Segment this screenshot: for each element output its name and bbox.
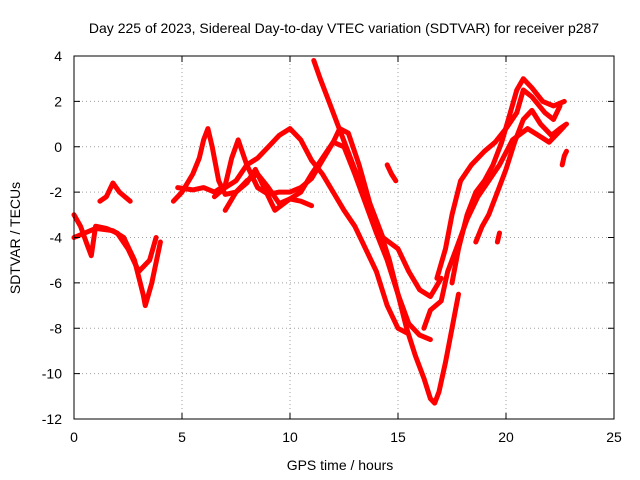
x-axis-title: GPS time / hours — [287, 457, 394, 473]
series-track-n — [494, 230, 502, 245]
x-tick-label: 15 — [390, 429, 406, 445]
series-track-j — [421, 123, 567, 331]
y-tick-label: -8 — [50, 320, 63, 336]
series-track-h — [311, 58, 461, 406]
x-tick-label: 10 — [282, 429, 298, 445]
series-track-b — [71, 225, 163, 309]
y-tick-label: -6 — [50, 275, 63, 291]
y-tick-label: 4 — [54, 48, 62, 64]
series-track-o — [559, 148, 569, 168]
series-track-i — [384, 162, 399, 184]
x-tick-label: 5 — [178, 429, 186, 445]
x-tick-label: 0 — [70, 429, 78, 445]
y-tick-label: 0 — [54, 139, 62, 155]
chart-title: Day 225 of 2023, Sidereal Day-to-day VTE… — [89, 20, 599, 36]
series-track-k — [434, 87, 563, 281]
series-track-f — [211, 126, 410, 336]
series-track-c — [97, 180, 133, 204]
x-tick-label: 25 — [606, 429, 622, 445]
y-axis-title: SDTVAR / TECUs — [7, 182, 23, 294]
x-tick-label: 20 — [498, 429, 514, 445]
axis-ticks — [73, 55, 615, 420]
y-tick-label: -10 — [42, 366, 62, 382]
series-track-l — [449, 76, 567, 286]
y-tick-label: -2 — [50, 184, 63, 200]
data-series — [71, 58, 569, 406]
y-tick-label: 2 — [54, 93, 62, 109]
y-tick-label: -4 — [50, 230, 63, 246]
y-tick-label: -12 — [42, 411, 62, 427]
grid — [74, 56, 614, 419]
series-track-m — [473, 107, 569, 245]
series-track-a — [71, 212, 159, 274]
